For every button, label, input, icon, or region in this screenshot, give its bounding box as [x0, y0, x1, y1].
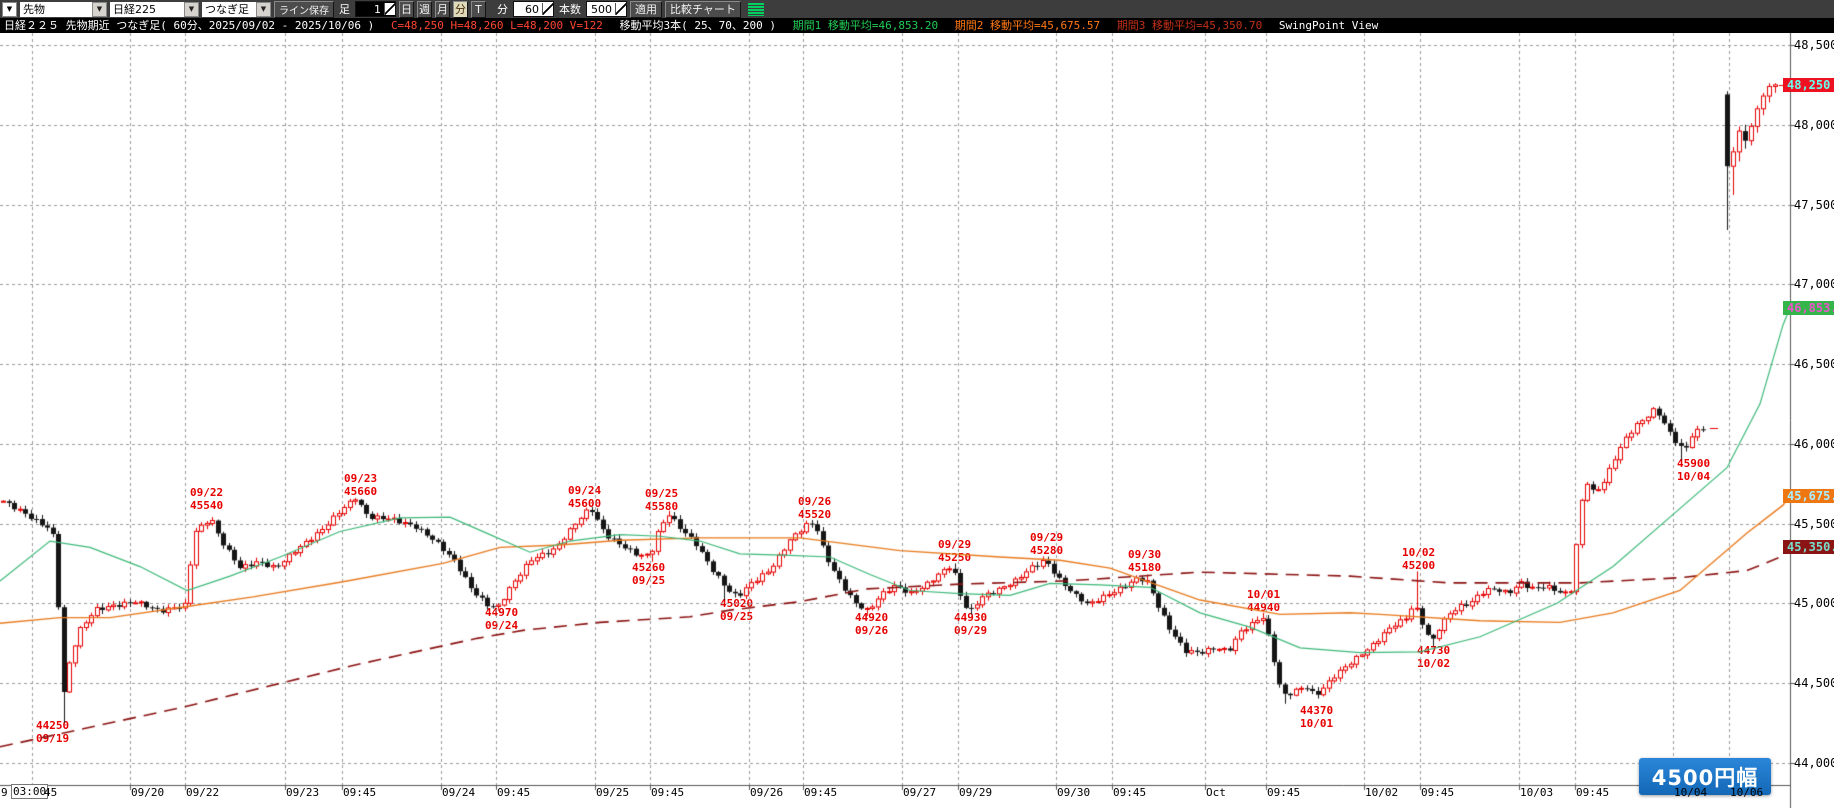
daily-button[interactable]: 日 — [399, 0, 414, 18]
ma-settings-label: 移動平均3本( 25、70、200 ) — [619, 19, 776, 32]
chart-type-select-value: つなぎ足 — [205, 3, 249, 16]
minute-stepper-value: 60 — [525, 2, 539, 16]
chevron-down-icon[interactable]: ▼ — [256, 1, 271, 17]
ashi-stepper-value: 1 — [374, 2, 381, 16]
tick-button[interactable]: T — [471, 0, 486, 18]
symbol-select[interactable]: 日経225 ▼ — [110, 1, 199, 17]
bar-count-label: 本数 — [559, 3, 581, 16]
bar-count-stepper-value: 500 — [591, 2, 612, 16]
spinner-icon[interactable] — [542, 3, 553, 15]
indicator-list-icon[interactable] — [747, 2, 764, 16]
chevron-down-icon[interactable]: ▼ — [184, 1, 199, 17]
line-save-button[interactable]: ライン保存 — [274, 0, 334, 18]
minute-button[interactable]: 分 — [453, 0, 468, 18]
bar-count-stepper[interactable]: 500 — [586, 1, 627, 17]
apply-button[interactable]: 適用 — [630, 0, 662, 18]
spinner-icon[interactable] — [384, 3, 395, 15]
minute-label: 分 — [497, 3, 508, 16]
chart-area: 09/224554009/234566009/244560009/2545580… — [0, 33, 1834, 808]
weekly-button[interactable]: 週 — [417, 0, 432, 18]
ma2-readout: 期間2 移動平均=45,675.57 — [954, 19, 1101, 32]
chart-header: 日経２２５ 先物期近 つなぎ足( 60分、2025/09/02 - 2025/1… — [0, 18, 1834, 33]
market-select-value: 先物 — [23, 3, 45, 16]
symbol-select-value: 日経225 — [113, 3, 156, 16]
ashi-label: 足 — [339, 3, 350, 16]
minute-stepper[interactable]: 60 — [513, 1, 554, 17]
market-select[interactable]: 先物 ▼ — [20, 1, 107, 17]
monthly-button[interactable]: 月 — [435, 0, 450, 18]
price-chart-canvas[interactable] — [0, 33, 1834, 808]
ashi-stepper[interactable]: 1 — [355, 1, 396, 17]
ma3-readout: 期間3 移動平均=45,350.70 — [1116, 19, 1263, 32]
mini-dropdown-button[interactable]: ▼ — [2, 1, 17, 17]
spinner-icon[interactable] — [615, 3, 626, 15]
swingpoint-view-label: SwingPoint View — [1278, 19, 1379, 32]
toolbar: ▼ 先物 ▼ 日経225 ▼ つなぎ足 ▼ ライン保存 足 1 日 週 月 分 … — [0, 0, 1834, 18]
chart-type-select[interactable]: つなぎ足 ▼ — [202, 1, 271, 17]
chart-title: 日経２２５ 先物期近 つなぎ足( 60分、2025/09/02 - 2025/1… — [4, 19, 375, 32]
ma1-readout: 期間1 移動平均=46,853.20 — [792, 19, 939, 32]
chevron-down-icon[interactable]: ▼ — [92, 1, 107, 17]
ohlc-readout: C=48,250 H=48,260 L=48,200 V=122 — [390, 19, 603, 32]
compare-chart-button[interactable]: 比較チャート — [665, 0, 741, 18]
